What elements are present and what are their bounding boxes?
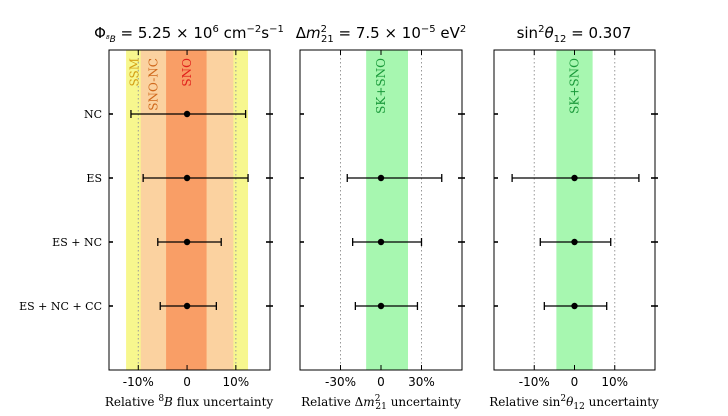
bands-flux <box>126 50 249 370</box>
data-point <box>377 238 385 246</box>
xtick-labels-sin2theta12: -10% 0 10% <box>519 375 628 389</box>
errorbars-flux <box>130 110 249 310</box>
title-dm21: Δm2 21 = 7.5 × 10−5 eV2 <box>296 24 467 45</box>
grid-flux <box>137 50 237 370</box>
band-label-sno: SNO <box>180 58 194 87</box>
data-point <box>377 174 385 182</box>
band-label-sk-sno: SK+SNO <box>568 58 582 114</box>
band-sk-sno <box>366 50 408 370</box>
errorbars-dm21 <box>346 174 443 310</box>
xtick-label: -10% <box>519 375 550 389</box>
panel-flux: SSM SNO-NC SNO -10% 0 10% Φ⁸B = 5.25 × 1… <box>94 24 284 409</box>
data-point <box>183 302 191 310</box>
band-sno <box>166 50 207 370</box>
title-sin2theta12: sin2θ12 = 0.307 <box>517 24 632 45</box>
data-point <box>571 174 578 182</box>
row-label-es-nc-cc: ES + NC + CC <box>19 300 102 313</box>
band-labels-flux: SSM SNO-NC SNO <box>127 58 194 111</box>
xtick-labels-flux: -10% 0 10% <box>123 375 249 389</box>
panel-dm21: SK+SNO -30% 0 30% Δm2 21 = 7.5 × 10−5 eV2… <box>296 24 467 412</box>
xtick-label: -30% <box>325 375 356 389</box>
errorbars-sin2theta12 <box>511 174 640 310</box>
band-labels-sin2theta12: SK+SNO <box>568 58 582 114</box>
xtick-label: 0 <box>377 375 385 389</box>
band-sk-sno <box>556 50 593 370</box>
xtick-label: -10% <box>123 375 154 389</box>
xlabel-flux: Relative 8B flux uncertainty <box>105 394 274 409</box>
data-point <box>571 238 578 246</box>
ticks-flux <box>109 50 273 370</box>
data-point <box>571 302 578 310</box>
xlabel-sin2theta12: Relative sin2θ12 uncertainty <box>489 394 659 412</box>
xtick-label: 10% <box>223 375 250 389</box>
band-label-sno-nc: SNO-NC <box>146 58 160 111</box>
bands-dm21 <box>366 50 408 370</box>
row-label-es: ES <box>86 172 102 185</box>
row-labels: NC ES ES + NC ES + NC + CC <box>19 108 102 313</box>
band-label-ssm: SSM <box>127 58 141 87</box>
data-point <box>183 110 191 118</box>
ticks-sin2theta12 <box>494 50 658 370</box>
data-point <box>377 302 385 310</box>
title-flux: Φ⁸B = 5.25 × 106 cm−2s−1 <box>94 24 284 45</box>
ticks-dm21 <box>300 50 465 370</box>
xtick-label: 10% <box>601 375 628 389</box>
xtick-labels-dm21: -30% 0 30% <box>325 375 435 389</box>
row-label-nc: NC <box>84 108 102 121</box>
panel-sin2theta12: SK+SNO -10% 0 10% sin2θ12 = 0.307 Relati… <box>489 24 659 412</box>
bands-sin2theta12 <box>556 50 593 370</box>
xtick-label: 0 <box>571 375 579 389</box>
grid-sin2theta12 <box>533 50 616 370</box>
xtick-label: 30% <box>408 375 435 389</box>
frame-flux <box>108 49 271 371</box>
xlabel-dm21: Relative Δm2 21 uncertainty <box>301 394 461 412</box>
band-labels-dm21: SK+SNO <box>374 58 388 114</box>
data-point <box>183 238 191 246</box>
xtick-label: 0 <box>183 375 191 389</box>
row-label-es-nc: ES + NC <box>52 236 102 249</box>
band-label-sk-sno: SK+SNO <box>374 58 388 114</box>
grid-dm21 <box>340 50 422 370</box>
data-point <box>183 174 191 182</box>
